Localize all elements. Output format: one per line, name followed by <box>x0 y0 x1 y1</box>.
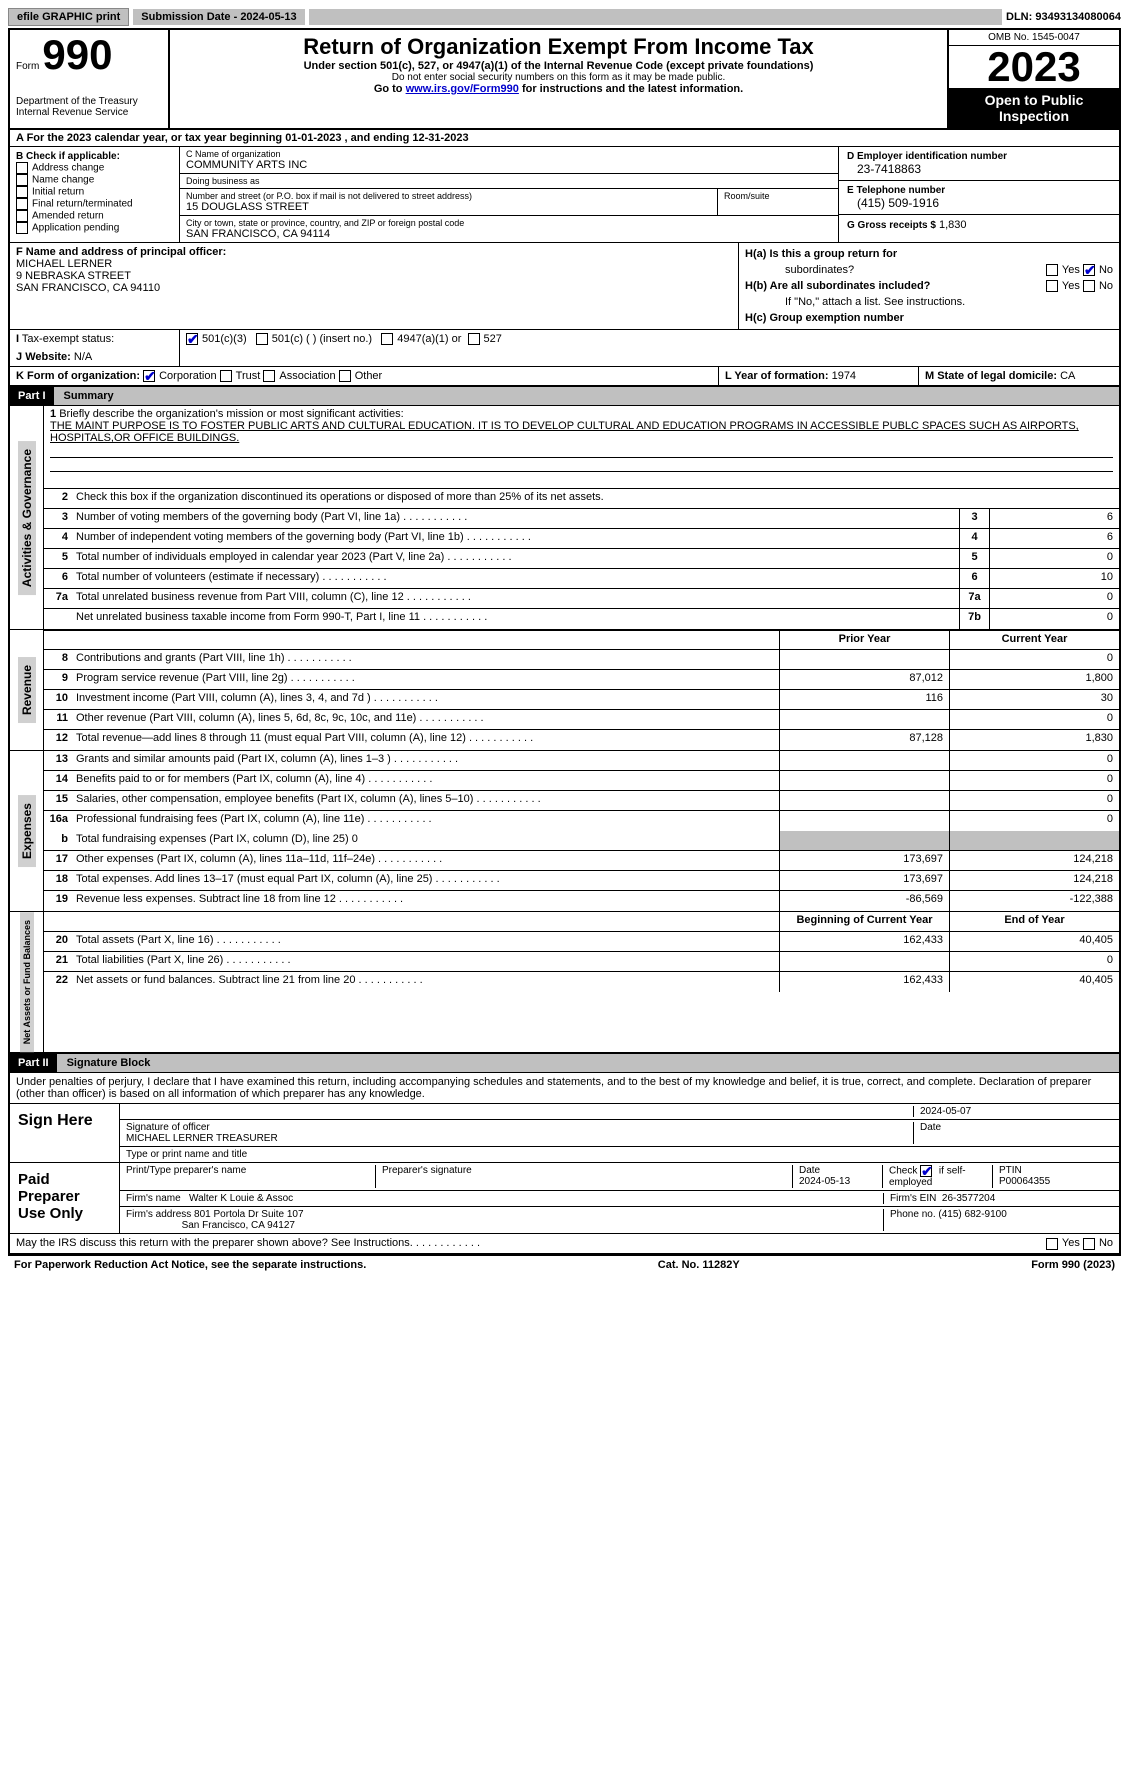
chk-initial-return[interactable] <box>16 186 28 198</box>
section-bcd: B Check if applicable: Address change Na… <box>10 147 1119 243</box>
officer-street: 9 NEBRASKA STREET <box>16 270 732 282</box>
col-b-checkboxes: B Check if applicable: Address change Na… <box>10 147 180 242</box>
discuss-row: May the IRS discuss this return with the… <box>10 1234 1119 1252</box>
footer: For Paperwork Reduction Act Notice, see … <box>8 1255 1121 1274</box>
mission-text: THE MAINT PURPOSE IS TO FOSTER PUBLIC AR… <box>50 420 1079 444</box>
section-fh: F Name and address of principal officer:… <box>10 243 1119 330</box>
form-number: 990 <box>42 31 112 78</box>
gross-label: G Gross receipts $ <box>847 220 936 231</box>
goto-link[interactable]: www.irs.gov/Form990 <box>406 83 519 95</box>
chk-4947[interactable] <box>381 333 393 345</box>
street-value: 15 DOUGLASS STREET <box>186 201 711 213</box>
chk-amended-return[interactable] <box>16 210 28 222</box>
chk-other[interactable] <box>339 370 351 382</box>
efile-print-button[interactable]: efile GRAPHIC print <box>8 8 129 26</box>
status-row: I Tax-exempt status: J Website: N/A 501(… <box>10 330 1119 367</box>
officer-city: SAN FRANCISCO, CA 94110 <box>16 282 732 294</box>
chk-trust[interactable] <box>220 370 232 382</box>
part1-header: Part I Summary <box>10 387 1119 406</box>
paid-preparer-row: Paid Preparer Use Only Print/Type prepar… <box>10 1163 1119 1234</box>
city-value: SAN FRANCISCO, CA 94114 <box>186 228 832 240</box>
chk-corp[interactable] <box>143 370 155 382</box>
street-label: Number and street (or P.O. box if mail i… <box>186 191 711 201</box>
ein-label: D Employer identification number <box>847 151 1111 162</box>
ssn-note: Do not enter social security numbers on … <box>178 72 939 83</box>
summary-netassets: Net Assets or Fund Balances Beginning of… <box>10 912 1119 1054</box>
perjury-statement: Under penalties of perjury, I declare th… <box>10 1073 1119 1104</box>
chk-discuss-yes[interactable] <box>1046 1238 1058 1250</box>
topbar: efile GRAPHIC print Submission Date - 20… <box>8 8 1121 26</box>
row-a-tax-year: A For the 2023 calendar year, or tax yea… <box>10 130 1119 147</box>
form-title: Return of Organization Exempt From Incom… <box>178 34 939 60</box>
ein-value: 23-7418863 <box>847 162 1111 176</box>
tax-year: 2023 <box>949 46 1119 88</box>
summary-expenses: Expenses 13Grants and similar amounts pa… <box>10 751 1119 912</box>
org-name-label: C Name of organization <box>186 149 832 159</box>
summary-ag: Activities & Governance 1 Briefly descri… <box>10 406 1119 630</box>
submission-date: Submission Date - 2024-05-13 <box>133 9 304 25</box>
phone-label: E Telephone number <box>847 185 1111 196</box>
officer-label: F Name and address of principal officer: <box>16 246 732 258</box>
chk-501c3[interactable] <box>186 333 198 345</box>
dba-label: Doing business as <box>186 176 832 186</box>
chk-527[interactable] <box>468 333 480 345</box>
chk-name-change[interactable] <box>16 174 28 186</box>
gross-value: 1,830 <box>939 219 967 231</box>
irs-label: Internal Revenue Service <box>16 107 162 118</box>
dln: DLN: 93493134080064 <box>1006 11 1121 23</box>
chk-final-return[interactable] <box>16 198 28 210</box>
chk-application-pending[interactable] <box>16 222 28 234</box>
room-label: Room/suite <box>724 191 832 201</box>
chk-hb-yes[interactable] <box>1046 280 1058 292</box>
phone-value: (415) 509-1916 <box>847 196 1111 210</box>
col-b-label: B Check if applicable: <box>16 151 173 162</box>
sign-here-row: Sign Here 2024-05-07 Signature of office… <box>10 1104 1119 1163</box>
org-name: COMMUNITY ARTS INC <box>186 159 832 171</box>
open-to-public: Open to Public Inspection <box>949 88 1119 128</box>
goto-prefix: Go to <box>374 83 406 95</box>
dept-treasury: Department of the Treasury <box>16 96 162 107</box>
form-subtitle: Under section 501(c), 527, or 4947(a)(1)… <box>178 60 939 72</box>
chk-discuss-no[interactable] <box>1083 1238 1095 1250</box>
officer-signature-name: MICHAEL LERNER TREASURER <box>126 1133 278 1144</box>
city-label: City or town, state or province, country… <box>186 218 832 228</box>
chk-hb-no[interactable] <box>1083 280 1095 292</box>
chk-address-change[interactable] <box>16 162 28 174</box>
part2-header: Part II Signature Block <box>10 1054 1119 1073</box>
col-c-org-info: C Name of organization COMMUNITY ARTS IN… <box>180 147 839 242</box>
summary-revenue: Revenue Prior YearCurrent Year 8Contribu… <box>10 630 1119 751</box>
chk-501c[interactable] <box>256 333 268 345</box>
goto-suffix: for instructions and the latest informat… <box>519 83 743 95</box>
klm-row: K Form of organization: Corporation Trus… <box>10 367 1119 387</box>
chk-ha-no[interactable] <box>1083 264 1095 276</box>
form-header: Form 990 Department of the Treasury Inte… <box>10 30 1119 130</box>
form-container: Form 990 Department of the Treasury Inte… <box>8 28 1121 1255</box>
officer-name: MICHAEL LERNER <box>16 258 732 270</box>
col-d-ein-phone: D Employer identification number 23-7418… <box>839 147 1119 242</box>
form-word: Form <box>16 61 39 72</box>
chk-assoc[interactable] <box>263 370 275 382</box>
chk-self-employed[interactable] <box>920 1165 932 1177</box>
chk-ha-yes[interactable] <box>1046 264 1058 276</box>
